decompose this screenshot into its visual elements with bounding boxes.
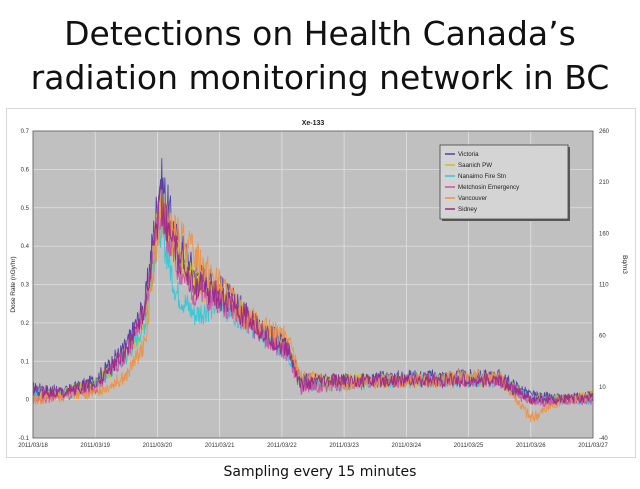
y2-axis-label: Bq/m3 [621,255,628,274]
y-tick-label: 0.3 [21,283,30,289]
x-tick-label: 2011/03/19 [80,443,110,449]
chart-title: Xe-133 [302,120,325,127]
legend-box [439,144,569,220]
y-axis-label: Dose Rate (nGy/hr) [10,256,17,312]
legend-label: Metchosin Emergency [458,184,520,191]
y-tick-label: 0.4 [21,244,30,250]
series-line-2 [32,211,594,406]
slide-title-line-2: radiation monitoring network in BC [30,58,610,97]
plot-border [32,130,594,439]
x-tick-label: 2011/03/23 [329,443,359,449]
y-tick-label: 0.7 [21,129,30,135]
y2-tick-label: 60 [599,334,606,340]
caption: Sampling every 15 minutes [223,464,417,480]
y2-tick-label: 160 [599,231,610,237]
legend: Victoria Saanich PW Nanaimo Fire Stn Metcho… [439,144,570,221]
legend-shadow [442,219,570,221]
y-tick-label: 0.5 [21,206,30,212]
legend-label: Sidney [458,206,478,213]
y2-tick-label: 210 [599,180,610,186]
y2-tick-label: -40 [599,436,608,442]
legend-label: Vancouver [458,195,487,202]
xe133-chart: -0.1 0 0.1 0.2 0.3 0.4 0.5 0.6 0.7 -40 10 60 110 160 2… [10,120,628,449]
series-line-5 [32,184,594,405]
x-tick-label: 2011/03/18 [18,443,48,449]
series-group [32,158,594,423]
y-tick-label: -0.1 [19,436,30,442]
legend-label: Nanaimo Fire Stn [458,173,507,180]
slide-title-line-1: Detections on Health Canada’s [64,14,576,53]
x-tick-label: 2011/03/25 [454,443,484,449]
x-tick-label: 2011/03/27 [578,443,608,449]
legend-label: Victoria [458,151,479,158]
x-tick-label: 2011/03/20 [143,443,173,449]
x-tick-label: 2011/03/26 [516,443,546,449]
chart-frame: -0.1 0 0.1 0.2 0.3 0.4 0.5 0.6 0.7 -40 10 60 110 160 2… [6,108,636,458]
x-tick-label: 2011/03/22 [267,443,297,449]
y-tick-label: 0.2 [21,321,30,327]
y2-tick-label: 260 [599,129,610,135]
y-tick-label: 0.1 [21,359,30,365]
slide-title: Detections on Health Canada’s radiation … [0,12,640,100]
legend-shadow [568,147,570,221]
y2-tick-label: 10 [599,385,606,391]
x-tick-label: 2011/03/24 [392,443,422,449]
y-tick-label: 0 [26,398,30,404]
x-tick-label: 2011/03/21 [205,443,235,449]
y2-tick-label: 110 [599,283,609,289]
legend-label: Saanich PW [458,162,492,169]
axes-group: -0.1 0 0.1 0.2 0.3 0.4 0.5 0.6 0.7 -40 10 60 110 160 2… [18,129,609,449]
y-tick-label: 0.6 [21,167,30,173]
